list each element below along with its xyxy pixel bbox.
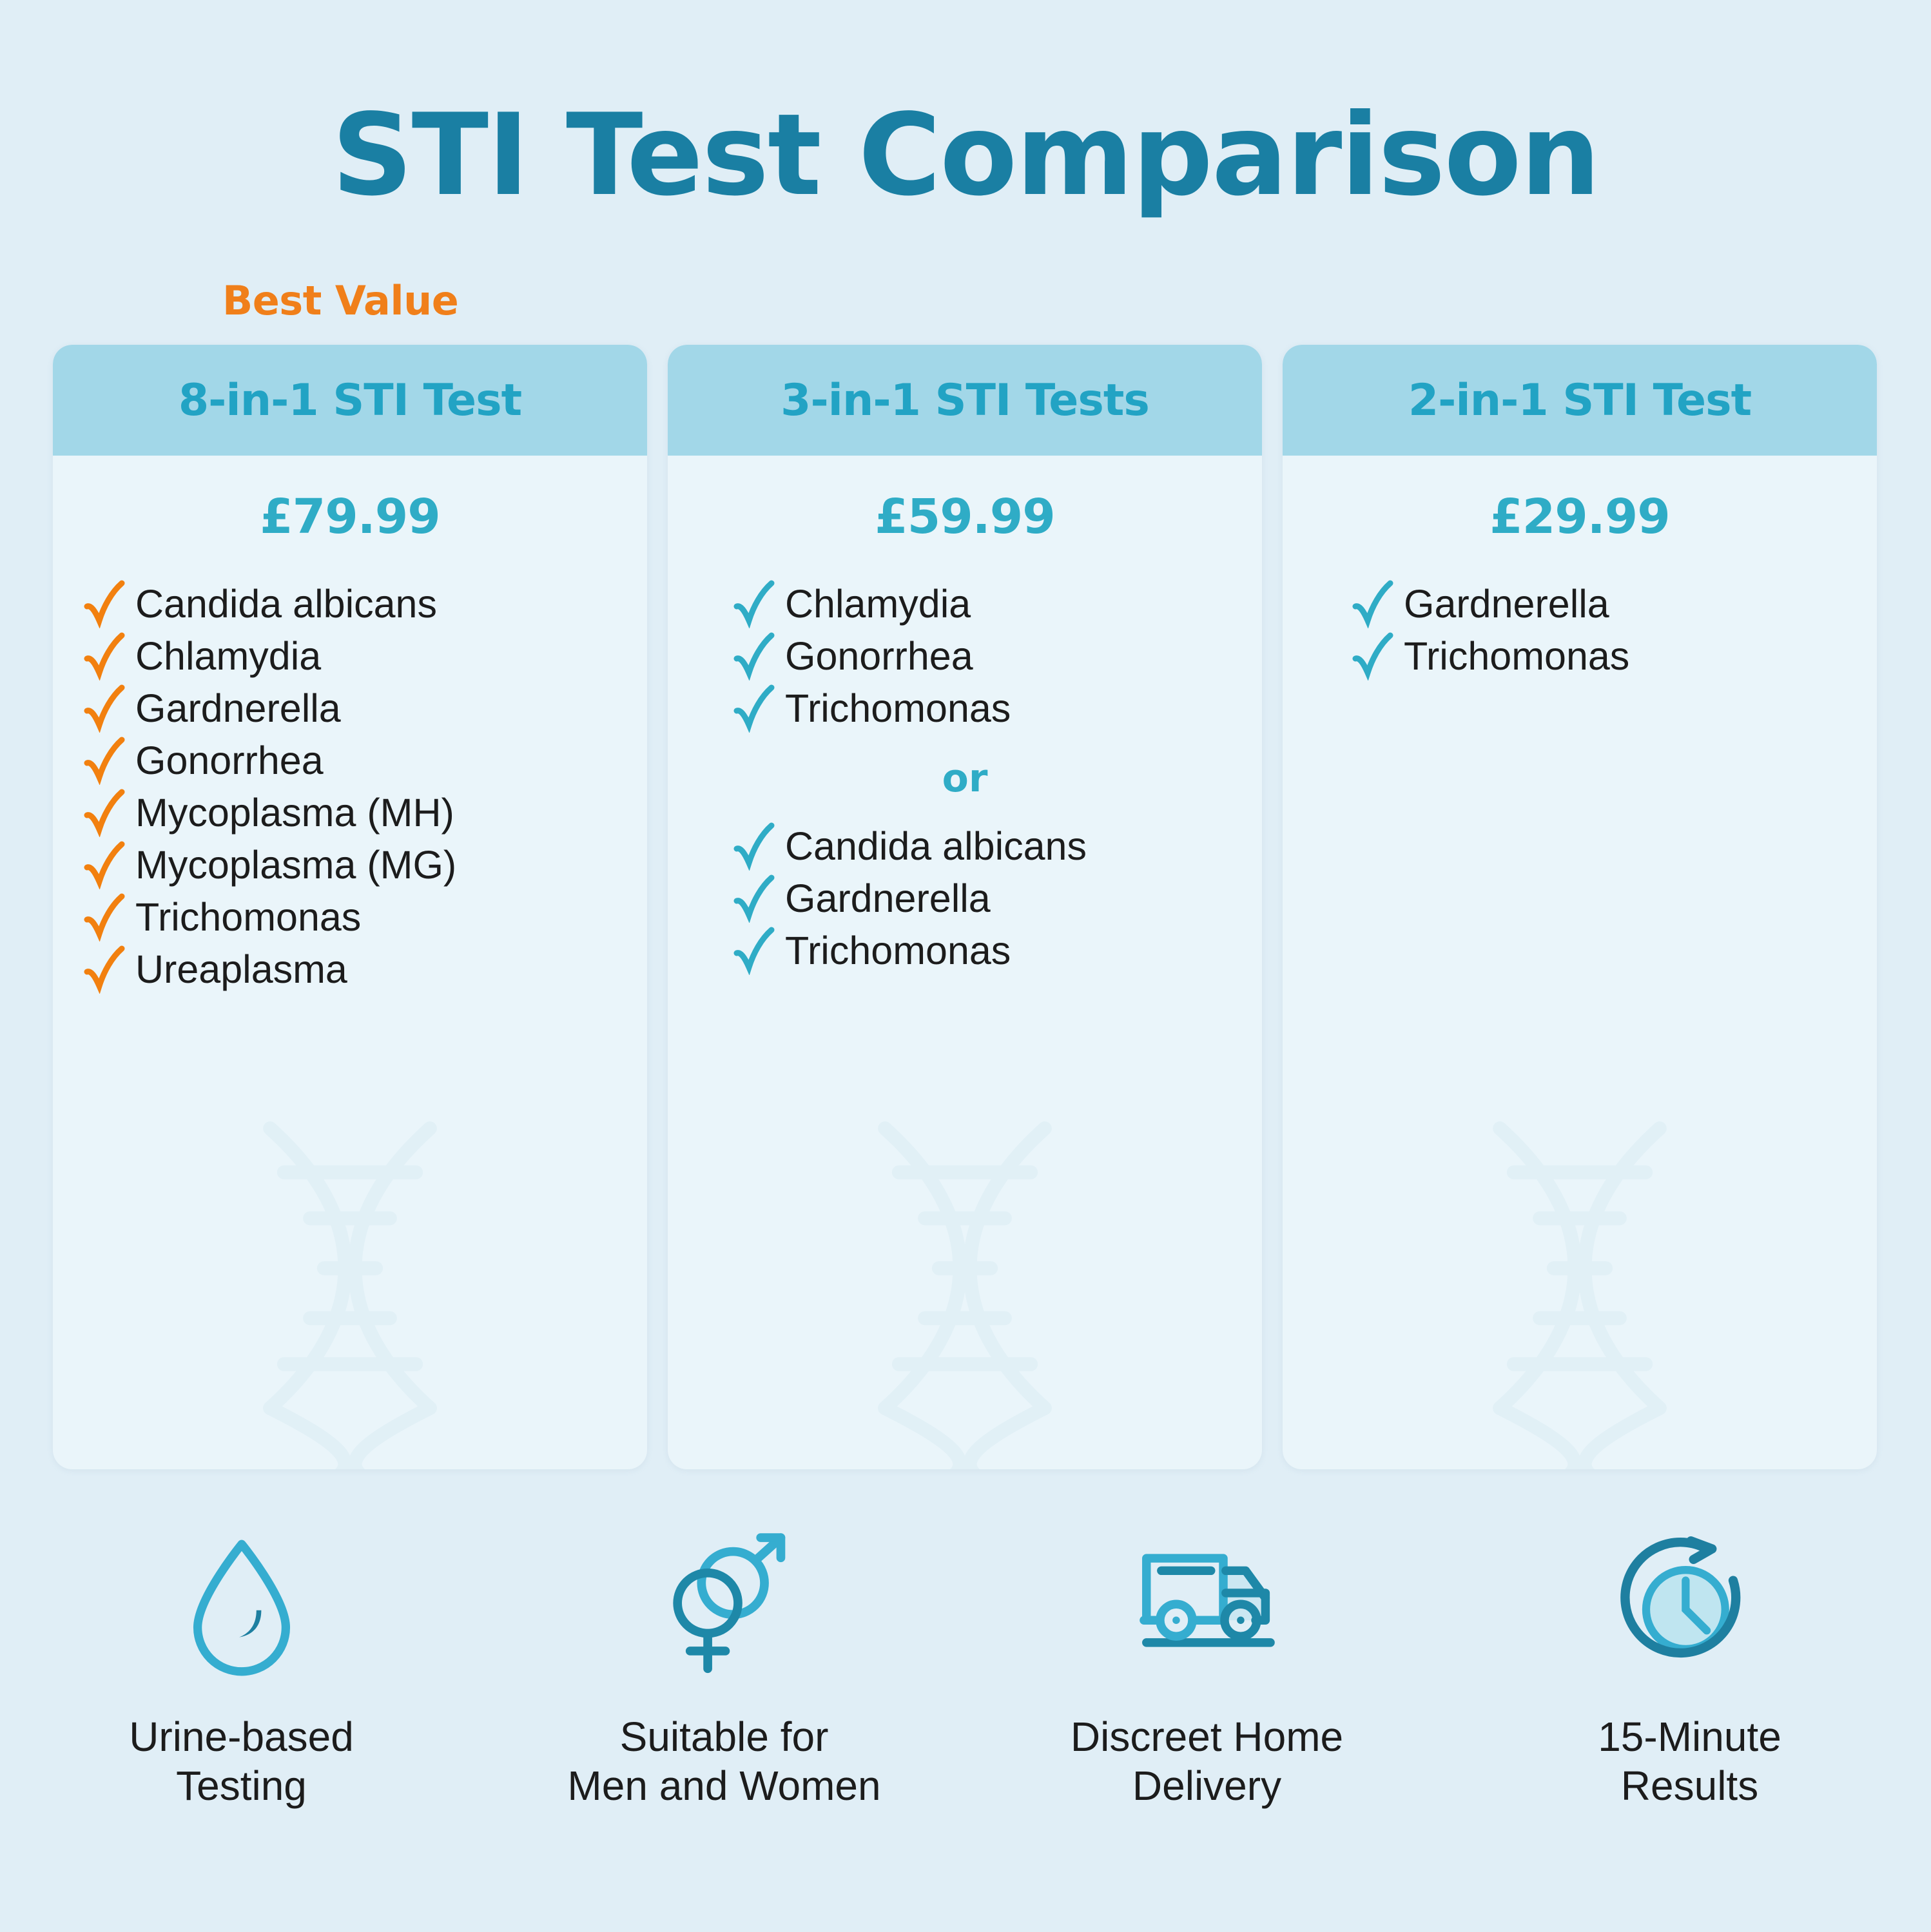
best-value-badge: Best Value — [222, 277, 459, 324]
card-2-in-1-sti-test[interactable]: 2-in-1 STI Test £29.99 Gardnerella Trich… — [1283, 345, 1877, 1469]
card-item-list-group-2: Candida albicans Gardnerella Trichomonas — [668, 820, 1262, 976]
checkmark-icon — [723, 874, 785, 923]
card-item-list: Gardnerella Trichomonas — [1283, 578, 1877, 682]
card-8-in-1-sti-test[interactable]: 8-in-1 STI Test £79.99 Candida albicans … — [53, 345, 647, 1469]
checkmark-icon — [73, 736, 135, 785]
list-item-label: Trichomonas — [1404, 634, 1630, 678]
checkmark-icon — [723, 632, 785, 681]
feature-label: Suitable for Men and Women — [567, 1714, 881, 1809]
card-title: 8-in-1 STI Test — [178, 374, 522, 426]
list-item-label: Candida albicans — [135, 582, 437, 626]
checkmark-icon — [73, 945, 135, 994]
checkmark-icon — [723, 579, 785, 628]
list-item-label: Gardnerella — [1404, 582, 1609, 626]
list-item-label: Chlamydia — [785, 582, 971, 626]
list-item: Gonorrhea — [73, 735, 647, 786]
list-item: Gardnerella — [73, 682, 647, 734]
list-item: Gonorrhea — [723, 630, 1262, 682]
dna-helix-watermark — [878, 1121, 1052, 1469]
feature-15-minute-results: 15-Minute Results — [1448, 1527, 1931, 1810]
card-item-list: Candida albicans Chlamydia Gardnerella G… — [53, 578, 647, 995]
checkmark-icon — [73, 632, 135, 681]
checkmark-icon — [73, 579, 135, 628]
list-item-label: Trichomonas — [135, 895, 362, 939]
list-item-label: Trichomonas — [785, 929, 1011, 972]
checkmark-icon — [723, 822, 785, 871]
checkmark-icon — [73, 893, 135, 942]
feature-row: Urine-based Testing Suitable for Men and… — [0, 1527, 1931, 1810]
list-item: Trichomonas — [723, 925, 1262, 976]
list-item-label: Candida albicans — [785, 824, 1087, 868]
list-item-label: Gonorrhea — [785, 634, 973, 678]
list-item: Gardnerella — [1342, 578, 1877, 630]
clock-arrow-icon — [1617, 1527, 1762, 1688]
feature-label: 15-Minute Results — [1598, 1714, 1781, 1809]
list-item: Gardnerella — [723, 873, 1262, 924]
list-item-label: Mycoplasma (MG) — [135, 843, 457, 887]
checkmark-icon — [73, 684, 135, 733]
feature-urine-based-testing: Urine-based Testing — [0, 1527, 483, 1810]
comparison-cards: 8-in-1 STI Test £79.99 Candida albicans … — [53, 345, 1877, 1469]
dna-helix-watermark — [1493, 1121, 1667, 1469]
card-3-in-1-sti-tests[interactable]: 3-in-1 STI Tests £59.99 Chlamydia Gonorr… — [668, 345, 1262, 1469]
card-header: 3-in-1 STI Tests — [668, 345, 1262, 456]
water-droplet-icon — [180, 1527, 303, 1688]
list-item-label: Gardnerella — [135, 686, 341, 730]
list-item: Ureaplasma — [73, 943, 647, 995]
or-divider: or — [942, 756, 988, 801]
feature-discreet-home-delivery: Discreet Home Delivery — [965, 1527, 1448, 1810]
card-title: 2-in-1 STI Test — [1408, 374, 1752, 426]
dna-helix-watermark — [263, 1121, 437, 1469]
card-price: £79.99 — [260, 489, 441, 545]
card-header: 8-in-1 STI Test — [53, 345, 647, 456]
list-item-label: Ureaplasma — [135, 947, 347, 991]
card-header: 2-in-1 STI Test — [1283, 345, 1877, 456]
list-item: Trichomonas — [73, 891, 647, 943]
list-item: Candida albicans — [73, 578, 647, 630]
list-item: Mycoplasma (MG) — [73, 839, 647, 891]
card-title: 3-in-1 STI Tests — [781, 374, 1150, 426]
list-item: Candida albicans — [723, 820, 1262, 872]
feature-label: Discreet Home Delivery — [1070, 1714, 1344, 1809]
delivery-truck-icon — [1127, 1527, 1288, 1688]
list-item-label: Gonorrhea — [135, 739, 324, 782]
card-item-list-group-1: Chlamydia Gonorrhea Trichomonas — [668, 578, 1262, 734]
list-item-label: Chlamydia — [135, 634, 322, 678]
list-item-label: Gardnerella — [785, 876, 991, 920]
page-title: STI Test Comparison — [331, 90, 1601, 221]
checkmark-icon — [723, 684, 785, 733]
checkmark-icon — [1342, 632, 1404, 681]
list-item-label: Mycoplasma (MH) — [135, 791, 454, 835]
checkmark-icon — [723, 926, 785, 975]
checkmark-icon — [73, 788, 135, 837]
card-price: £29.99 — [1489, 489, 1671, 545]
list-item: Mycoplasma (MH) — [73, 787, 647, 838]
checkmark-icon — [73, 840, 135, 889]
list-item: Chlamydia — [73, 630, 647, 682]
list-item: Trichomonas — [723, 682, 1262, 734]
list-item-label: Trichomonas — [785, 686, 1011, 730]
checkmark-icon — [1342, 579, 1404, 628]
feature-suitable-for-men-and-women: Suitable for Men and Women — [483, 1527, 965, 1810]
card-price: £59.99 — [875, 489, 1056, 545]
feature-label: Urine-based Testing — [129, 1714, 354, 1809]
list-item: Chlamydia — [723, 578, 1262, 630]
gender-symbols-icon — [655, 1527, 793, 1688]
list-item: Trichomonas — [1342, 630, 1877, 682]
